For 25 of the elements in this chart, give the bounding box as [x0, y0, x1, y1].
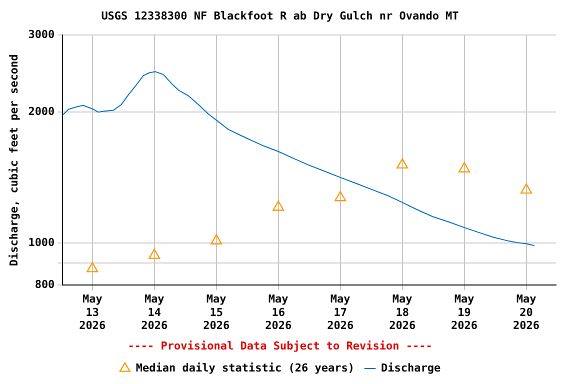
y-tick-label: 3000 — [28, 28, 55, 42]
x-tick-label: May 15 2026 — [203, 292, 230, 332]
y-tick-label: 2000 — [28, 104, 55, 118]
point — [520, 183, 532, 194]
chart-title: USGS 12338300 NF Blackfoot R ab Dry Gulch nr Ovando MT — [101, 9, 460, 22]
y-tick-label: 800 — [34, 278, 55, 292]
point — [210, 234, 222, 245]
x-tick-label: May 14 2026 — [141, 292, 168, 332]
x-tick-label: May 17 2026 — [327, 292, 354, 332]
y-axis-title: Discharge, cubic feet per second — [7, 54, 20, 266]
y-tick-label: 1000 — [28, 236, 55, 249]
point — [334, 191, 346, 202]
point — [86, 262, 98, 272]
point — [458, 162, 470, 172]
x-tick-label: May 16 2026 — [265, 292, 292, 332]
text: ---- Provisional Data Subject to Revision ---- — [128, 339, 432, 352]
point — [396, 158, 408, 169]
x-tick-label: May 13 2026 — [79, 292, 106, 332]
legend-label: Discharge — [380, 361, 441, 374]
x-tick-label: May 19 2026 — [451, 292, 478, 332]
legend-label: Median daily statistic (26 years) — [136, 361, 354, 374]
point — [148, 248, 160, 259]
x-tick-label: May 20 2026 — [513, 292, 540, 332]
point — [272, 200, 284, 211]
x-tick-label: May 18 2026 — [389, 292, 416, 332]
